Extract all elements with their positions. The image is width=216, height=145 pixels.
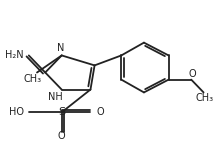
Text: HO: HO — [9, 107, 24, 117]
Text: O: O — [58, 131, 65, 141]
Text: N: N — [57, 43, 64, 53]
Text: NH: NH — [48, 92, 63, 102]
Text: O: O — [188, 69, 196, 79]
Text: CH₃: CH₃ — [195, 93, 214, 103]
Text: S: S — [58, 107, 65, 117]
Text: CH₃: CH₃ — [24, 74, 42, 84]
Text: O: O — [97, 107, 104, 117]
Text: H₂N: H₂N — [5, 50, 24, 60]
